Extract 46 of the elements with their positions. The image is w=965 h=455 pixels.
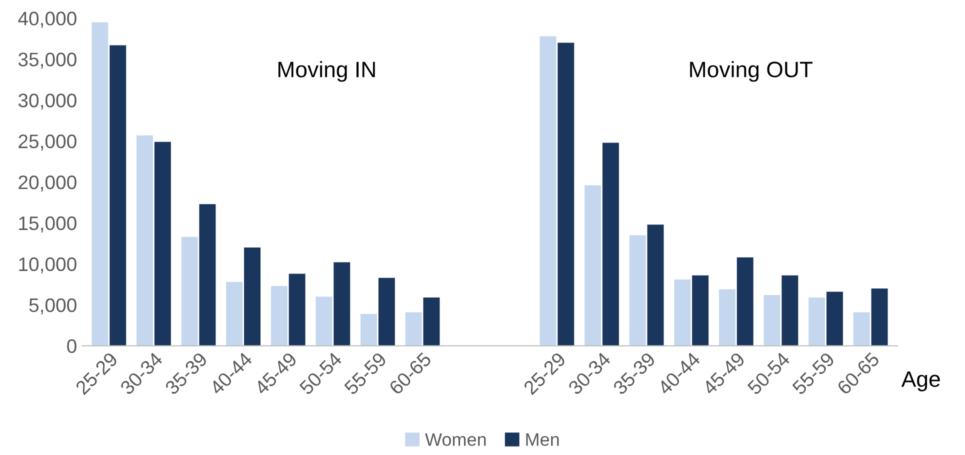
- legend-label: Women: [425, 433, 486, 446]
- y-tick-label: 20,000: [18, 175, 76, 192]
- bar: [826, 292, 843, 346]
- bar: [405, 312, 422, 346]
- bar: [226, 282, 243, 346]
- y-tick-label: 30,000: [18, 94, 76, 110]
- bar: [782, 275, 798, 346]
- bar: [154, 142, 171, 346]
- bar: [764, 295, 780, 346]
- bar: [718, 289, 736, 346]
- y-tick-label: 40,000: [18, 12, 76, 28]
- bar: [181, 236, 198, 346]
- annotation: Moving OUT: [690, 61, 813, 82]
- y-tick-label: 10,000: [19, 257, 76, 274]
- bar: [288, 274, 306, 346]
- annotation: Moving IN: [278, 61, 375, 82]
- bar: [674, 279, 691, 346]
- bar: [110, 45, 126, 346]
- y-tick-label: 15,000: [19, 216, 76, 232]
- bar: [647, 224, 664, 346]
- bar: [629, 235, 646, 346]
- x-axis-title: Age: [901, 371, 940, 392]
- bar: [270, 286, 288, 346]
- bar: [808, 297, 826, 346]
- y-tick-label: 25,000: [18, 134, 76, 151]
- bar: [316, 296, 332, 346]
- bar: [360, 314, 378, 346]
- y-tick-label: 35,000: [18, 52, 76, 69]
- legend-label: Men: [526, 433, 559, 446]
- bar: [602, 142, 619, 346]
- y-tick-label: 0: [67, 339, 76, 354]
- bar: [853, 312, 870, 346]
- bar: [334, 262, 350, 346]
- bar: [871, 288, 888, 346]
- bar: [92, 22, 108, 346]
- bar: [378, 278, 395, 346]
- bar: [244, 248, 261, 346]
- bar: [199, 204, 216, 346]
- bar: [136, 135, 153, 346]
- y-tick-label: 5,000: [29, 298, 76, 314]
- bar: [736, 257, 754, 346]
- bar: [540, 36, 556, 346]
- bar: [692, 275, 709, 346]
- bar: [423, 297, 440, 346]
- bar: [558, 42, 574, 346]
- bar: [584, 185, 602, 346]
